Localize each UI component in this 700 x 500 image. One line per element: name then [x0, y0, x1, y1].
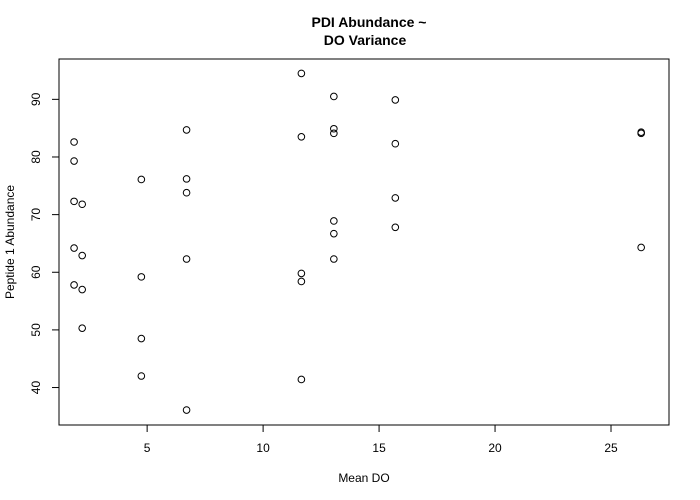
y-tick-label: 70 [29, 208, 43, 222]
data-point [297, 375, 306, 384]
data-point [330, 129, 338, 138]
data-point [637, 129, 645, 138]
y-tick-label: 40 [29, 381, 43, 395]
data-point [330, 229, 338, 238]
data-point [637, 243, 645, 252]
data-point [297, 269, 306, 278]
y-axis: 40 50 60 70 80 90 [29, 92, 59, 394]
data-point [330, 255, 338, 263]
x-axis-label: Mean DO [338, 471, 389, 485]
data-point [330, 92, 338, 101]
data-point [391, 96, 400, 104]
data-point [182, 175, 191, 183]
data-point [330, 217, 338, 225]
data-point [182, 126, 191, 134]
data-point [78, 200, 86, 209]
data-point [78, 285, 86, 294]
y-tick-label: 90 [29, 92, 43, 106]
data-point [137, 273, 146, 281]
data-point [78, 324, 86, 332]
data-point [391, 139, 400, 148]
data-point [70, 281, 78, 289]
data-point [182, 188, 191, 197]
data-point [70, 197, 78, 206]
data-point [137, 334, 146, 343]
data-point [297, 69, 306, 78]
data-point [137, 372, 146, 380]
data-point [78, 251, 86, 260]
data-point [70, 157, 78, 165]
data-point [297, 133, 306, 141]
data-point [297, 277, 306, 286]
x-tick-label: 20 [488, 441, 502, 455]
x-tick-label: 5 [144, 441, 151, 455]
data-point [182, 406, 191, 414]
x-axis: 5 10 15 20 25 [144, 425, 618, 455]
data-point [70, 244, 78, 252]
data-point [182, 255, 191, 263]
y-axis-label: Peptide 1 Abundance [3, 185, 17, 299]
data-point [137, 175, 146, 184]
x-tick-label: 25 [604, 441, 618, 455]
data-point [330, 124, 338, 133]
y-tick-label: 80 [29, 150, 43, 164]
plot-frame [58, 58, 670, 426]
x-tick-label: 10 [256, 441, 270, 455]
data-point [70, 138, 78, 146]
data-points [70, 69, 645, 414]
chart-title-line-1: PDI Abundance ~ [311, 14, 426, 30]
data-point [391, 194, 400, 202]
x-tick-label: 15 [372, 441, 386, 455]
y-tick-label: 50 [29, 323, 43, 337]
chart-title: PDI Abundance ~ DO Variance [311, 14, 426, 48]
chart-title-line-2: DO Variance [324, 32, 407, 48]
y-tick-label: 60 [29, 265, 43, 279]
data-point [391, 223, 400, 232]
